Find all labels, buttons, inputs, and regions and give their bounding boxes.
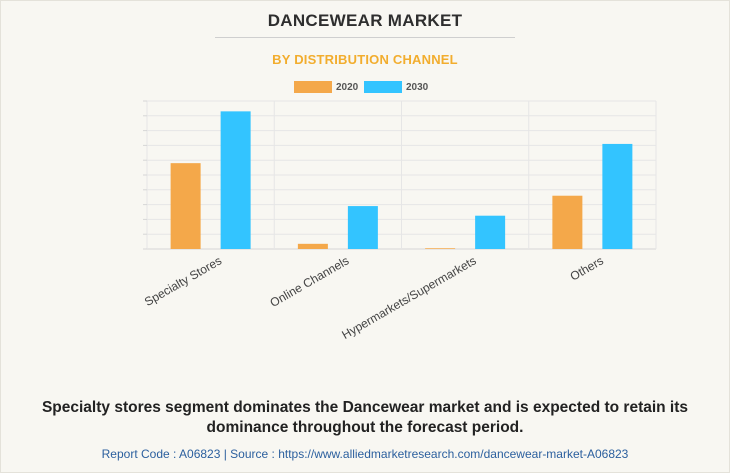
legend-item-2030[interactable]: 2030 — [364, 80, 428, 94]
bar-2030 — [347, 206, 378, 249]
legend-swatch-2020 — [294, 81, 332, 93]
bar-2030 — [220, 111, 251, 249]
chart-legend: 2020 2030 — [0, 80, 730, 94]
x-tick-label: Online Channels — [268, 253, 352, 309]
bar-chart: Specialty Stores Online ChannelsHypermark… — [142, 100, 657, 342]
bar-2030 — [602, 143, 633, 249]
title-divider — [215, 37, 515, 38]
legend-item-2020[interactable]: 2020 — [294, 80, 358, 94]
legend-label-2030: 2030 — [406, 81, 429, 93]
x-tick-label: Hypermarkets/Supermarkets — [339, 253, 478, 341]
summary-text: Specialty stores segment dominates the D… — [41, 399, 689, 436]
legend-swatch-2030 — [364, 81, 402, 93]
bar-2020 — [425, 248, 456, 249]
legend-label-2020: 2020 — [336, 81, 359, 93]
x-tick-label: Specialty Stores — [142, 253, 224, 308]
chart-title: DANCEWEAR MARKET — [267, 11, 463, 30]
bar-2020 — [297, 243, 328, 249]
bar-2020 — [552, 195, 583, 249]
chart-subtitle: BY DISTRIBUTION CHANNEL — [272, 52, 458, 67]
bar-2020 — [170, 163, 201, 249]
report-source[interactable]: Report Code : A06823 | Source : https://… — [101, 447, 629, 461]
x-tick-label: Others — [568, 253, 606, 283]
bar-2030 — [475, 215, 506, 249]
